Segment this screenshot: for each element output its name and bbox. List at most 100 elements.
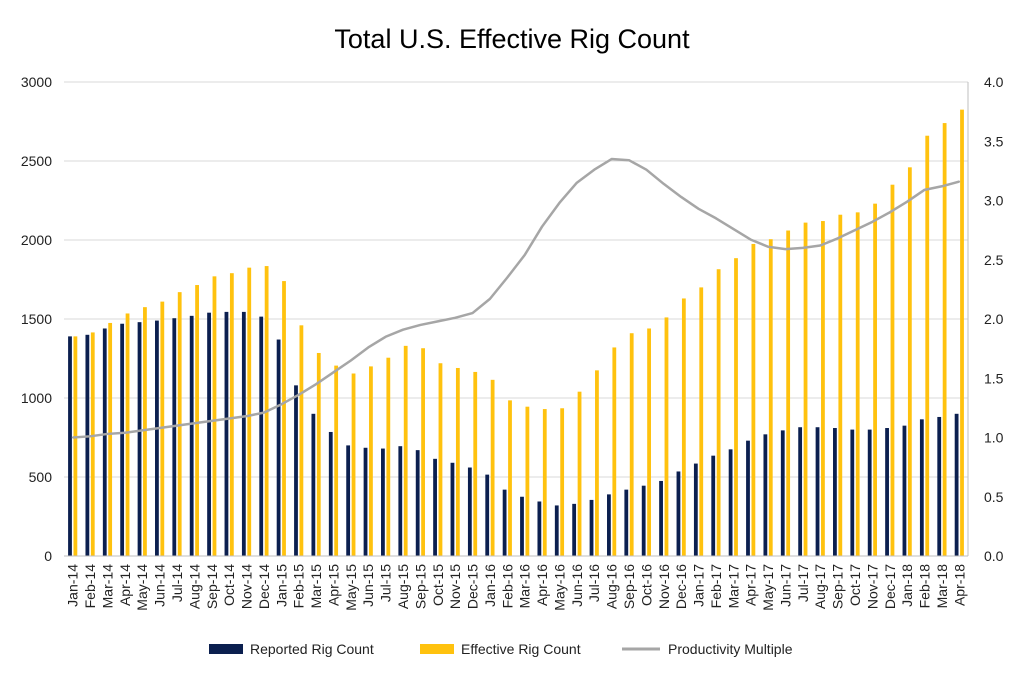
effective-bar xyxy=(316,352,321,556)
productivity-point xyxy=(280,403,283,406)
reported-bar xyxy=(919,419,924,556)
productivity-point xyxy=(315,383,317,386)
effective-bar xyxy=(595,370,599,556)
reported-bar xyxy=(120,323,125,556)
x-tick-label: Nov-17 xyxy=(864,564,880,609)
x-tick-label: Nov-15 xyxy=(447,564,463,609)
reported-bar xyxy=(659,480,663,556)
effective-bar xyxy=(664,317,669,556)
x-tick-label: Feb-17 xyxy=(708,564,724,609)
productivity-point xyxy=(645,168,648,171)
effective-bar xyxy=(751,243,756,556)
productivity-point xyxy=(245,415,248,418)
x-tick-label: Jul-15 xyxy=(378,564,394,602)
productivity-point xyxy=(871,220,874,223)
legend-label-productivity: Productivity Multiple xyxy=(668,641,793,657)
x-tick-label: Aug-14 xyxy=(186,564,202,609)
effective-bar xyxy=(490,379,495,556)
x-tick-label: Jan-18 xyxy=(899,564,915,607)
reported-bar xyxy=(415,450,420,556)
reported-bar xyxy=(259,316,264,556)
y2-tick-label: 0.0 xyxy=(984,548,1004,564)
x-tick-label: Mar-14 xyxy=(99,564,115,609)
effective-bar xyxy=(247,267,252,556)
productivity-point xyxy=(402,328,404,331)
productivity-point xyxy=(89,435,91,438)
reported-bar xyxy=(867,429,872,556)
x-tick-label: Jun-17 xyxy=(777,564,793,607)
x-tick-label: Sep-14 xyxy=(204,564,220,609)
reported-bar xyxy=(554,505,559,556)
reported-bar xyxy=(780,430,785,556)
productivity-line xyxy=(72,157,960,439)
effective-bar xyxy=(508,400,512,556)
x-tick-label: May-15 xyxy=(343,564,359,611)
productivity-point xyxy=(436,320,439,323)
productivity-point xyxy=(332,371,335,374)
effective-bar xyxy=(143,307,147,556)
y2-tick-label: 3.5 xyxy=(984,133,1004,149)
y2-tick-label: 2.5 xyxy=(984,252,1004,268)
x-tick-label: Mar-17 xyxy=(725,564,741,609)
y-tick-label: 0 xyxy=(44,548,52,564)
y2-tick-label: 2.0 xyxy=(984,311,1004,327)
reported-bar xyxy=(902,425,907,556)
effective-bar xyxy=(873,203,877,556)
effective-bar xyxy=(195,285,199,556)
x-tick-label: May-14 xyxy=(134,564,150,611)
effective-bar xyxy=(699,287,704,556)
reported-bar xyxy=(502,489,507,556)
productivity-line-group xyxy=(71,157,961,439)
reported-bar xyxy=(311,413,316,556)
reported-bar xyxy=(137,322,142,556)
y-tick-label: 3000 xyxy=(21,74,52,90)
effective-bar xyxy=(282,281,286,556)
productivity-point xyxy=(836,237,839,240)
productivity-point xyxy=(454,316,457,319)
bars xyxy=(68,109,964,557)
reported-bar xyxy=(850,429,855,556)
x-tick-label: May-16 xyxy=(551,564,567,611)
reported-bar xyxy=(224,311,229,556)
reported-bar xyxy=(746,440,750,556)
productivity-point xyxy=(176,424,178,427)
x-tick-label: May-17 xyxy=(760,564,776,611)
x-tick-label: Feb-15 xyxy=(291,564,307,609)
x-tick-label: Feb-16 xyxy=(499,564,515,609)
reported-bar xyxy=(450,462,455,556)
x-tick-label: Nov-14 xyxy=(239,564,255,609)
effective-bar xyxy=(386,357,391,556)
reported-bar xyxy=(589,499,594,556)
effective-bar xyxy=(942,123,947,556)
chart-title: Total U.S. Effective Rig Count xyxy=(334,24,690,54)
effective-bar xyxy=(768,239,773,556)
x-tick-label: Feb-18 xyxy=(917,564,933,609)
effective-bar xyxy=(560,408,565,556)
x-tick-label: Jan-14 xyxy=(65,564,81,607)
x-tick-label: Jan-16 xyxy=(482,564,498,607)
x-tick-label: Aug-15 xyxy=(395,564,411,609)
x-tick-label: Mar-15 xyxy=(308,564,324,609)
legend-swatch-effective xyxy=(420,644,454,654)
x-tick-label: Oct-14 xyxy=(221,564,237,606)
productivity-point xyxy=(523,254,526,256)
productivity-point xyxy=(923,188,926,191)
reported-bar xyxy=(172,318,177,556)
effective-bar xyxy=(681,298,686,556)
effective-bar xyxy=(473,371,478,556)
reported-bar xyxy=(693,463,698,556)
effective-bar xyxy=(960,109,964,557)
reported-bar xyxy=(798,427,803,556)
productivity-point xyxy=(367,346,370,349)
productivity-point xyxy=(228,417,231,420)
reported-bar xyxy=(676,471,681,556)
x-tick-label: Jun-15 xyxy=(360,564,376,607)
reported-bar xyxy=(763,434,768,556)
effective-bar xyxy=(90,332,95,556)
x-tick-label: Nov-16 xyxy=(656,564,672,609)
productivity-point xyxy=(210,420,213,422)
productivity-point xyxy=(541,225,543,228)
productivity-point xyxy=(123,431,126,434)
effective-bar xyxy=(212,276,217,556)
productivity-point xyxy=(349,359,352,362)
